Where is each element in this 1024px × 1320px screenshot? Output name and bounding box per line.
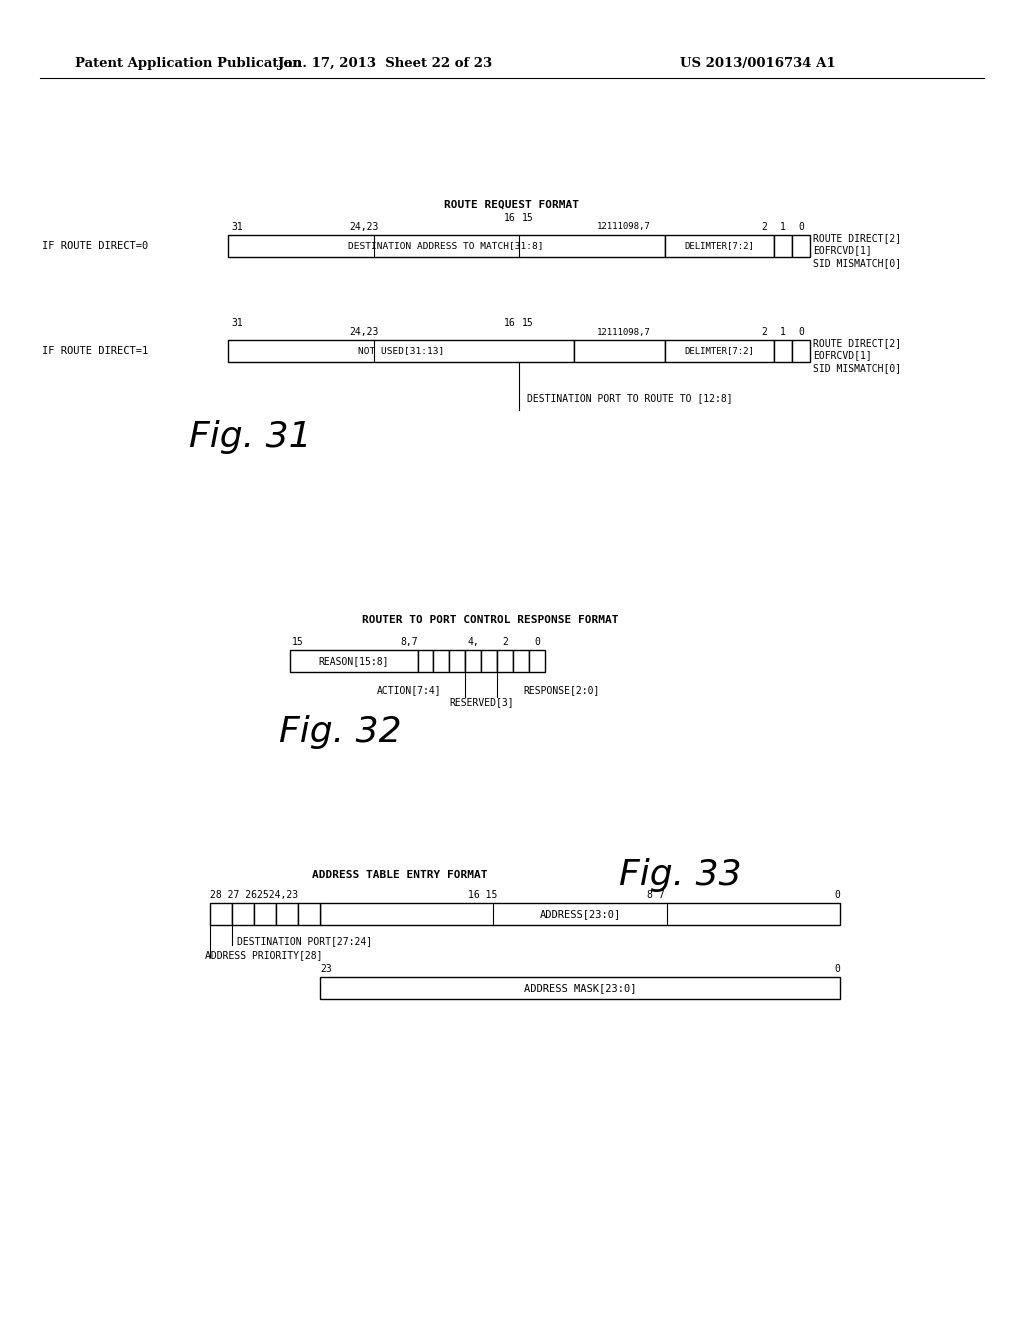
Bar [210, 903, 232, 925]
Text: DELIMTER[7:2]: DELIMTER[7:2] [684, 242, 754, 251]
Text: 16: 16 [504, 318, 516, 327]
Text: ADDRESS PRIORITY[28]: ADDRESS PRIORITY[28] [205, 950, 323, 960]
Bar [792, 341, 810, 362]
Text: ADDRESS[23:0]: ADDRESS[23:0] [540, 909, 621, 919]
Text: 23: 23 [319, 964, 332, 974]
Text: ROUTE DIRECT[2]: ROUTE DIRECT[2] [813, 338, 901, 348]
Bar [228, 235, 665, 257]
Bar [418, 649, 433, 672]
Text: SID MISMATCH[0]: SID MISMATCH[0] [813, 363, 901, 374]
Bar [665, 341, 773, 362]
Bar [228, 341, 573, 362]
Text: 16: 16 [504, 213, 516, 223]
Text: ADDRESS TABLE ENTRY FORMAT: ADDRESS TABLE ENTRY FORMAT [312, 870, 487, 880]
Text: EOFRCVD[1]: EOFRCVD[1] [813, 246, 871, 255]
Text: 31: 31 [231, 318, 243, 327]
Text: 12111098,7: 12111098,7 [597, 327, 651, 337]
Bar [513, 649, 529, 672]
Bar [450, 649, 465, 672]
Text: DESTINATION PORT[27:24]: DESTINATION PORT[27:24] [237, 936, 372, 946]
Text: RESERVED[3]: RESERVED[3] [449, 697, 514, 708]
Bar [298, 903, 319, 925]
Text: ROUTER TO PORT CONTROL RESPONSE FORMAT: ROUTER TO PORT CONTROL RESPONSE FORMAT [361, 615, 618, 624]
Text: 0: 0 [798, 327, 804, 337]
Text: ROUTE DIRECT[2]: ROUTE DIRECT[2] [813, 234, 901, 243]
Text: US 2013/0016734 A1: US 2013/0016734 A1 [680, 57, 836, 70]
Bar [773, 341, 792, 362]
Text: 12111098,7: 12111098,7 [597, 223, 651, 231]
Text: 8 7: 8 7 [647, 890, 665, 900]
Text: Jan. 17, 2013  Sheet 22 of 23: Jan. 17, 2013 Sheet 22 of 23 [278, 57, 493, 70]
Text: Fig. 31: Fig. 31 [188, 420, 311, 454]
Text: SID MISMATCH[0]: SID MISMATCH[0] [813, 257, 901, 268]
Bar [465, 649, 481, 672]
Text: 24,23: 24,23 [350, 327, 379, 337]
Text: NOT USED[31:13]: NOT USED[31:13] [357, 346, 444, 355]
Bar [276, 903, 298, 925]
Text: Fig. 33: Fig. 33 [618, 858, 741, 892]
Text: Patent Application Publication: Patent Application Publication [75, 57, 302, 70]
Bar [433, 649, 450, 672]
Text: 0: 0 [798, 222, 804, 232]
Text: 15: 15 [292, 638, 304, 647]
Text: DESTINATION ADDRESS TO MATCH[31:8]: DESTINATION ADDRESS TO MATCH[31:8] [348, 242, 544, 251]
Bar [573, 341, 665, 362]
Text: ACTION[7:4]: ACTION[7:4] [377, 685, 441, 696]
Text: 16 15: 16 15 [468, 890, 498, 900]
Bar [481, 649, 498, 672]
Bar [529, 649, 545, 672]
Bar [773, 235, 792, 257]
Text: 8,7: 8,7 [400, 638, 419, 647]
Text: IF ROUTE DIRECT=1: IF ROUTE DIRECT=1 [42, 346, 148, 356]
Text: 1: 1 [780, 222, 785, 232]
Text: ROUTE REQUEST FORMAT: ROUTE REQUEST FORMAT [444, 201, 580, 210]
Text: DELIMTER[7:2]: DELIMTER[7:2] [684, 346, 754, 355]
Text: 0: 0 [835, 890, 840, 900]
Bar [232, 903, 254, 925]
Text: EOFRCVD[1]: EOFRCVD[1] [813, 350, 871, 360]
Bar [498, 649, 513, 672]
Text: IF ROUTE DIRECT=0: IF ROUTE DIRECT=0 [42, 242, 148, 251]
Text: 15: 15 [522, 213, 534, 223]
Text: RESPONSE[2:0]: RESPONSE[2:0] [523, 685, 599, 696]
Text: 4,: 4, [467, 638, 479, 647]
Text: 0: 0 [835, 964, 840, 974]
Bar [290, 649, 418, 672]
Text: 24,23: 24,23 [350, 222, 379, 232]
Text: 0: 0 [535, 638, 540, 647]
Bar [254, 903, 276, 925]
Text: 2: 2 [762, 327, 767, 337]
Bar [319, 977, 840, 999]
Text: REASON[15:8]: REASON[15:8] [318, 656, 389, 667]
Text: 2: 2 [762, 222, 767, 232]
Text: Fig. 32: Fig. 32 [279, 715, 401, 748]
Text: 31: 31 [231, 222, 243, 232]
Text: ADDRESS MASK[23:0]: ADDRESS MASK[23:0] [523, 983, 636, 993]
Text: DESTINATION PORT TO ROUTE TO [12:8]: DESTINATION PORT TO ROUTE TO [12:8] [527, 393, 732, 403]
Bar [792, 235, 810, 257]
Bar [665, 235, 773, 257]
Bar [319, 903, 840, 925]
Text: 15: 15 [522, 318, 534, 327]
Text: 28 27 262524,23: 28 27 262524,23 [210, 890, 298, 900]
Text: 1: 1 [780, 327, 785, 337]
Text: 2: 2 [502, 638, 508, 647]
